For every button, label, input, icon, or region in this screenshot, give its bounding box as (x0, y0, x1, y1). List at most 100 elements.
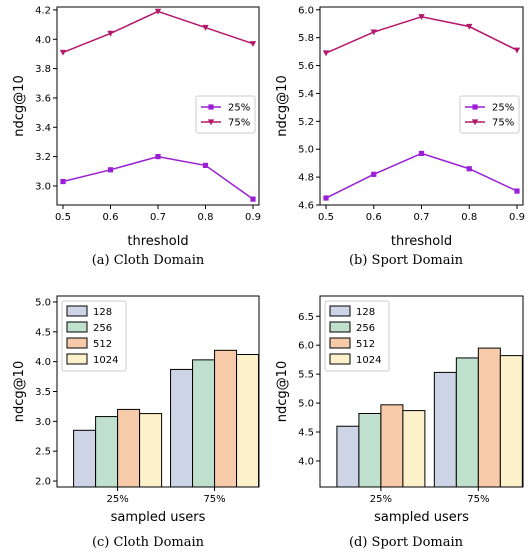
caption: (b) Sport Domain (349, 253, 464, 268)
data-point (466, 166, 472, 172)
x-tick-label: 0.7 (150, 212, 166, 223)
data-point (249, 41, 257, 47)
data-point (59, 49, 67, 56)
data-point (208, 104, 214, 110)
bar-chart-d: 4.0 4.5 5.0 5.5 6.0 6.5 25% 75% 128 256 512 1024 ndc… (275, 295, 524, 550)
x-tick-label: 75% (467, 494, 489, 505)
data-point (370, 29, 377, 36)
legend-swatch (66, 305, 88, 317)
data-point (155, 154, 161, 160)
data-point (514, 188, 520, 194)
bar-512-25% (117, 408, 141, 488)
data-point (471, 119, 479, 126)
legend-entry: 256 (93, 323, 112, 334)
y-tick-label: 5.2 (298, 117, 314, 128)
legend-entry: 1024 (93, 355, 118, 366)
y-tick-label: 4.0 (35, 357, 51, 368)
series-line (325, 152, 518, 199)
data-point (371, 171, 377, 177)
bar-256-75% (455, 357, 479, 488)
legend-entry: 75% (228, 118, 250, 129)
y-tick-label: 2.0 (35, 477, 51, 488)
series-25% (323, 150, 520, 201)
x-tick-label: 75% (203, 494, 225, 505)
y-tick-label: 4.5 (298, 428, 314, 439)
x-tick-label: 0.7 (414, 212, 430, 223)
y-tick-label: 3.4 (35, 123, 51, 134)
x-axis-label: threshold (391, 234, 452, 249)
bar-128-75% (170, 368, 194, 488)
legend: 25%75% (459, 95, 520, 134)
x-tick-label: 25% (370, 494, 392, 505)
bar-256-25% (95, 416, 119, 488)
data-point (418, 150, 425, 157)
y-tick-label: 5.8 (298, 33, 314, 44)
data-point (322, 50, 330, 57)
caption: (a) Cloth Domain (92, 253, 205, 268)
y-tick-label: 4.8 (298, 173, 314, 184)
y-tick-label: 6.0 (298, 341, 314, 352)
bar-1024-75% (499, 355, 523, 488)
bar-128-75% (433, 371, 457, 488)
x-axis-label: sampled users (111, 510, 206, 525)
caption: (d) Sport Domain (349, 535, 464, 550)
legend: 25%75% (195, 95, 256, 134)
y-axis-label: ndcg@10 (12, 75, 27, 136)
bar-128-25% (73, 429, 97, 488)
x-tick-label: 0.6 (366, 212, 382, 223)
caption: (c) Cloth Domain (92, 535, 205, 550)
y-tick-label: 4.2 (35, 5, 51, 16)
data-point (466, 23, 473, 30)
series-line (325, 15, 518, 54)
y-axis-label: ndcg@10 (12, 361, 27, 422)
x-tick-label: 0.9 (509, 212, 525, 223)
series-75% (59, 8, 257, 56)
bar-512-75% (214, 349, 238, 488)
y-tick-label: 4.6 (298, 201, 314, 212)
series-line (62, 10, 254, 54)
y-tick-label: 3.2 (35, 152, 51, 163)
bar-1024-75% (236, 353, 260, 488)
y-tick-label: 5.5 (298, 370, 314, 381)
x-axis-label: sampled users (374, 510, 469, 525)
data-point (154, 8, 162, 15)
bar-512-25% (380, 404, 404, 488)
bar-512-75% (477, 347, 501, 488)
legend-swatch (329, 321, 351, 333)
line-chart-a: 3.03.23.43.63.84.04.20.5 0.6 0.7 0.8 0.925%7… (12, 5, 261, 268)
y-axis-label: ndcg@10 (275, 75, 290, 136)
data-point (418, 14, 425, 20)
y-tick-label: 4.0 (35, 35, 51, 46)
data-point (107, 30, 114, 37)
series-25% (60, 154, 256, 202)
y-tick-label: 5.0 (298, 145, 314, 156)
bar-128-25% (336, 425, 360, 488)
data-point (250, 196, 256, 202)
x-tick-label: 25% (106, 494, 128, 505)
legend-entry: 128 (356, 307, 375, 318)
legend: 128 256 512 1024 (61, 300, 127, 372)
legend-swatch (329, 353, 351, 365)
y-tick-label: 2.5 (35, 447, 51, 458)
legend-swatch (66, 353, 88, 365)
legend-entry: 128 (93, 307, 112, 318)
y-tick-label: 5.0 (298, 399, 314, 410)
bar-1024-25% (402, 410, 426, 488)
bar-1024-25% (139, 413, 163, 488)
y-tick-label: 3.0 (35, 417, 51, 428)
y-axis-label: ndcg@10 (275, 361, 290, 422)
y-tick-label: 5.6 (298, 61, 314, 72)
y-tick-label: 3.8 (35, 64, 51, 75)
series-75% (322, 14, 521, 57)
data-point (513, 47, 521, 54)
legend-swatch (329, 337, 351, 349)
y-tick-label: 5.4 (298, 89, 314, 100)
legend-entry: 25% (492, 103, 514, 114)
line-chart-b: 4.6 4.8 5.0 5.2 5.4 5.6 5.8 6.0 0.5 0.6 0.7 0.8 0.9 2… (275, 5, 525, 268)
y-tick-label: 5.0 (35, 297, 51, 308)
legend-swatch (66, 337, 88, 349)
data-point (472, 104, 478, 110)
x-tick-label: 0.8 (198, 212, 214, 223)
legend-entry: 25% (228, 103, 250, 114)
